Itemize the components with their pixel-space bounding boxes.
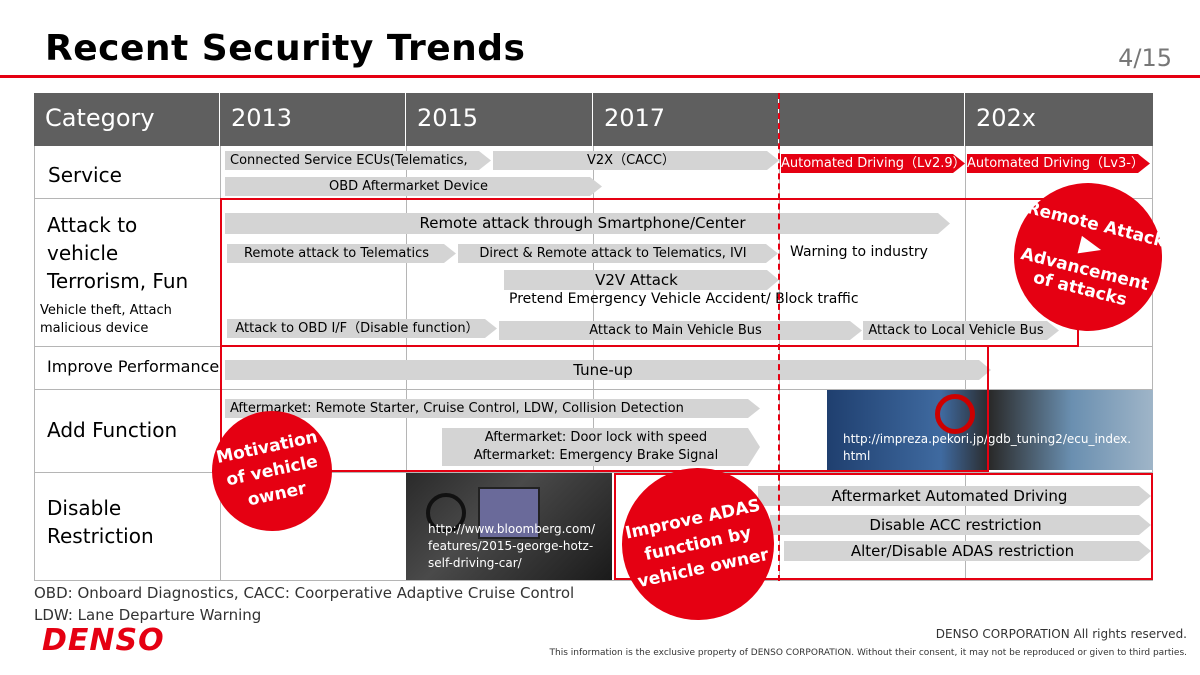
category-disable: Disable Restriction xyxy=(47,494,233,550)
attack-highlight-box xyxy=(220,198,1079,347)
footnote-ldw: LDW: Lane Departure Warning xyxy=(34,606,262,624)
slide-title: Recent Security Trends xyxy=(45,28,526,69)
now-dashed-line xyxy=(778,93,780,581)
performance-highlight-box xyxy=(220,346,989,472)
header-blank xyxy=(779,93,965,146)
row-divider xyxy=(34,472,1153,473)
door-lock-line: Aftermarket: Door lock with speed xyxy=(484,430,708,445)
category-attack-line: Terrorism, Fun xyxy=(47,269,189,293)
door-lock-line: Aftermarket: Emergency Brake Signal xyxy=(473,448,719,463)
header-202x: 202x xyxy=(965,93,1153,146)
category-attack-subtitle: Vehicle theft, Attach malicious device xyxy=(40,302,226,338)
arrow-door-lock: Aftermarket: Door lock with speed Afterm… xyxy=(442,428,760,466)
pretend-accident-text: Pretend Emergency Vehicle Accident/ Bloc… xyxy=(509,291,859,307)
attack-subtitle-line: Vehicle theft, Attach xyxy=(40,303,172,318)
url-line: self-driving-car/ xyxy=(428,556,522,570)
copyright-text: DENSO CORPORATION All rights reserved. xyxy=(935,627,1187,641)
arrow-disable-acc: Disable ACC restriction xyxy=(770,515,1151,535)
row-divider xyxy=(34,389,1153,390)
arrow-v2x: V2X（CACC） xyxy=(493,151,779,170)
category-add-function: Add Function xyxy=(47,418,178,442)
arrow-v2v: V2V Attack xyxy=(504,270,779,290)
footnote-obd: OBD: Onboard Diagnostics, CACC: Coorpera… xyxy=(34,584,575,602)
arrow-alter-adas: Alter/Disable ADAS restriction xyxy=(784,541,1151,561)
header-2017: 2017 xyxy=(593,93,779,146)
title-divider xyxy=(0,75,1200,78)
photo-tuning: http://impreza.pekori.jp/gdb_tuning2/ecu… xyxy=(827,390,1153,470)
category-disable-line: Restriction xyxy=(47,524,154,548)
header-2013: 2013 xyxy=(220,93,406,146)
disable-highlight-box xyxy=(614,473,1153,580)
url-line: http://www.bloomberg.com/ xyxy=(428,522,596,536)
category-service: Service xyxy=(48,163,122,187)
arrow-tuneup: Tune-up xyxy=(225,360,991,380)
category-attack-line: Attack to xyxy=(47,213,138,237)
arrow-automated-lv29: Automated Driving（Lv2.9） xyxy=(781,156,965,171)
category-performance: Improve Performance xyxy=(47,357,220,376)
photo-cockpit: http://www.bloomberg.com/ features/2015-… xyxy=(406,473,612,580)
trends-table: Category 2013 2015 2017 202x Service Att… xyxy=(34,93,1178,635)
arrow-obd-interface: Attack to OBD I/F（Disable function） xyxy=(227,319,497,338)
steering-wheel-shape xyxy=(935,394,975,434)
arrow-aftermarket-starter: Aftermarket: Remote Starter, Cruise Cont… xyxy=(225,399,760,418)
bloomberg-url: http://www.bloomberg.com/ features/2015-… xyxy=(428,521,595,572)
attack-subtitle-line: malicious device xyxy=(40,321,149,336)
arrow-obd-device: OBD Aftermarket Device xyxy=(225,177,602,196)
steering-wheel-shape xyxy=(426,493,466,533)
page-number: 4/15 xyxy=(1118,44,1172,72)
arrow-main-bus: Attack to Main Vehicle Bus xyxy=(499,321,862,340)
arrow-remote-smartphone: Remote attack through Smartphone/Center xyxy=(225,213,950,234)
arrow-local-bus: Attack to Local Vehicle Bus xyxy=(863,321,1059,340)
url-line: features/2015-george-hotz- xyxy=(428,539,594,553)
category-attack-line: vehicle xyxy=(47,241,119,265)
arrow-direct-remote: Direct & Remote attack to Telematics, IV… xyxy=(458,244,778,263)
screen-shape xyxy=(478,487,540,539)
disclaimer-text: This information is the exclusive proper… xyxy=(549,648,1187,658)
denso-logo: DENSO xyxy=(42,623,165,658)
arrow-automated-lv3: Automated Driving（Lv3-） xyxy=(967,154,1150,173)
arrow-aftermarket-automated: Aftermarket Automated Driving xyxy=(758,486,1151,506)
arrow-remote-telematics: Remote attack to Telematics xyxy=(227,244,456,263)
header-2015: 2015 xyxy=(406,93,593,146)
arrow-connected-service: Connected Service ECUs(Telematics, xyxy=(225,151,491,170)
header-category: Category xyxy=(34,93,220,146)
category-attack: Attack to vehicle Terrorism, Fun xyxy=(47,211,233,295)
url-line: html xyxy=(843,449,871,463)
arrow-right-icon xyxy=(1077,235,1104,259)
category-disable-line: Disable xyxy=(47,496,122,520)
warning-to-industry: Warning to industry xyxy=(790,244,928,260)
